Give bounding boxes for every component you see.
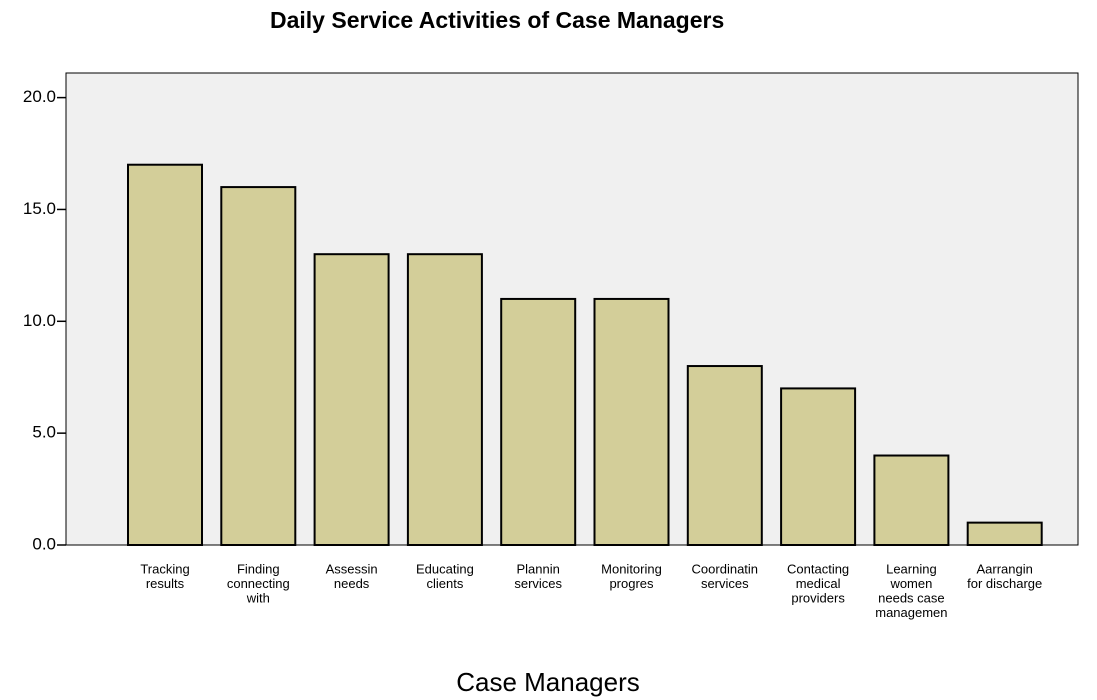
y-tick-label: 10.0 bbox=[23, 311, 56, 330]
x-tick-label: services bbox=[701, 576, 749, 591]
x-tick-label: Learning bbox=[886, 561, 937, 576]
x-tick-label: women bbox=[889, 576, 932, 591]
y-tick-label: 5.0 bbox=[32, 423, 56, 442]
x-tick-label: for discharge bbox=[967, 576, 1042, 591]
x-tick-label: Finding bbox=[237, 561, 280, 576]
x-tick-label: Coordinatin bbox=[692, 561, 759, 576]
bar bbox=[313, 253, 390, 546]
x-tick-label: Educating bbox=[416, 561, 474, 576]
bar bbox=[127, 163, 203, 546]
x-tick-label: medical bbox=[796, 576, 841, 591]
bar bbox=[780, 387, 857, 546]
bar bbox=[220, 186, 297, 547]
x-tick-label: clients bbox=[426, 576, 463, 591]
x-tick-label: providers bbox=[791, 590, 845, 605]
x-tick-label: Aarrangin bbox=[977, 561, 1033, 576]
x-tick-label: services bbox=[514, 576, 562, 591]
bar bbox=[873, 454, 950, 547]
x-tick-label: connecting bbox=[227, 576, 290, 591]
bar bbox=[500, 297, 577, 546]
bar bbox=[966, 521, 1043, 546]
bar bbox=[686, 365, 763, 547]
x-tick-label: Assessin bbox=[326, 561, 378, 576]
bar bbox=[406, 253, 483, 546]
x-tick-label: needs case bbox=[878, 590, 945, 605]
y-tick-label: 20.0 bbox=[23, 87, 56, 106]
bar bbox=[593, 297, 670, 546]
y-tick-label: 15.0 bbox=[23, 199, 56, 218]
x-tick-label: Tracking bbox=[140, 561, 189, 576]
x-tick-label: Monitoring bbox=[601, 561, 662, 576]
x-tick-label: progres bbox=[609, 576, 654, 591]
x-tick-label: managemen bbox=[875, 605, 947, 620]
x-tick-label: Plannin bbox=[517, 561, 560, 576]
x-axis-label: Case Managers bbox=[456, 667, 640, 697]
x-tick-label: results bbox=[146, 576, 185, 591]
x-tick-label: Contacting bbox=[787, 561, 849, 576]
y-tick-label: 0.0 bbox=[32, 534, 56, 553]
x-tick-label: with bbox=[246, 590, 270, 605]
x-tick-label: needs bbox=[334, 576, 370, 591]
chart-title: Daily Service Activities of Case Manager… bbox=[270, 7, 725, 33]
